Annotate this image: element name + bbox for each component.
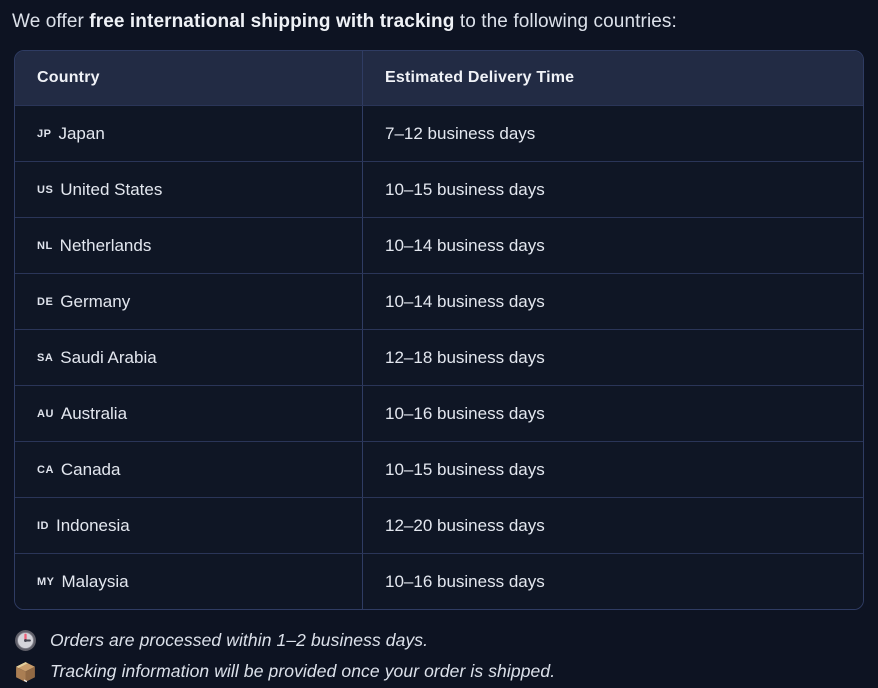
table-row: US United States 10–15 business days (15, 161, 863, 217)
country-cell: JP Japan (15, 106, 363, 161)
delivery-cell: 10–16 business days (385, 403, 545, 423)
column-header-country: Country (15, 51, 363, 105)
country-flag-code: US (37, 183, 54, 196)
table-header-row: Country Estimated Delivery Time (15, 51, 863, 105)
table-row: DE Germany 10–14 business days (15, 273, 863, 329)
country-flag-code: SA (37, 351, 54, 364)
table-row: SA Saudi Arabia 12–18 business days (15, 329, 863, 385)
table-row: ID Indonesia 12–20 business days (15, 497, 863, 553)
delivery-cell: 10–14 business days (385, 235, 545, 255)
column-header-delivery: Estimated Delivery Time (385, 69, 575, 86)
country-cell: CA Canada (15, 442, 363, 497)
country-name: Indonesia (56, 515, 130, 535)
country-name: United States (60, 179, 163, 199)
table-body: JP Japan 7–12 business days US United Stat… (15, 105, 863, 609)
country-flag-code: CA (37, 463, 54, 476)
country-cell: DE Germany (15, 274, 363, 329)
note-processing: Orders are processed within 1–2 business… (14, 629, 878, 652)
intro-prefix: We offer (12, 11, 90, 32)
table-row: MY Malaysia 10–16 business days (15, 553, 863, 609)
country-cell: NL Netherlands (15, 218, 363, 273)
table-row: JP Japan 7–12 business days (15, 105, 863, 161)
delivery-cell: 10–14 business days (385, 291, 545, 311)
intro-suffix: to the following countries: (454, 11, 677, 32)
country-cell: ID Indonesia (15, 498, 363, 553)
country-name: Australia (60, 403, 128, 423)
country-flag-code: NL (37, 239, 53, 252)
delivery-cell: 10–15 business days (385, 179, 545, 199)
country-flag-code: AU (37, 407, 54, 420)
country-cell: US United States (15, 162, 363, 217)
package-icon (16, 662, 35, 683)
delivery-cell: 10–15 business days (385, 459, 545, 479)
country-cell: MY Malaysia (15, 554, 363, 609)
country-name: Germany (60, 291, 131, 311)
delivery-cell: 12–18 business days (385, 347, 545, 367)
delivery-cell: 7–12 business days (385, 123, 536, 143)
note-processing-text: Orders are processed within 1–2 business… (50, 630, 429, 650)
country-name: Saudi Arabia (60, 347, 157, 367)
delivery-cell: 12–20 business days (385, 515, 545, 535)
country-flag-code: DE (37, 295, 54, 308)
country-flag-code: JP (37, 127, 52, 140)
table-row: CA Canada 10–15 business days (15, 441, 863, 497)
country-name: Malaysia (61, 571, 129, 591)
delivery-cell: 10–16 business days (385, 571, 545, 591)
note-tracking: Tracking information will be provided on… (14, 660, 878, 683)
country-cell: SA Saudi Arabia (15, 330, 363, 385)
country-flag-code: MY (37, 575, 55, 588)
note-tracking-text: Tracking information will be provided on… (50, 661, 556, 681)
country-cell: AU Australia (15, 386, 363, 441)
table-row: AU Australia 10–16 business days (15, 385, 863, 441)
clock-icon (15, 630, 36, 651)
table-row: NL Netherlands 10–14 business days (15, 217, 863, 273)
country-flag-code: ID (37, 519, 49, 532)
shipping-table: Country Estimated Delivery Time JP Japan … (14, 50, 864, 610)
country-name: Canada (60, 459, 121, 479)
shipping-notes: Orders are processed within 1–2 business… (14, 629, 878, 683)
country-name: Netherlands (59, 235, 152, 255)
intro-text: We offer free international shipping wit… (0, 0, 878, 34)
intro-bold: free international shipping with trackin… (89, 11, 455, 32)
country-name: Japan (58, 123, 105, 143)
